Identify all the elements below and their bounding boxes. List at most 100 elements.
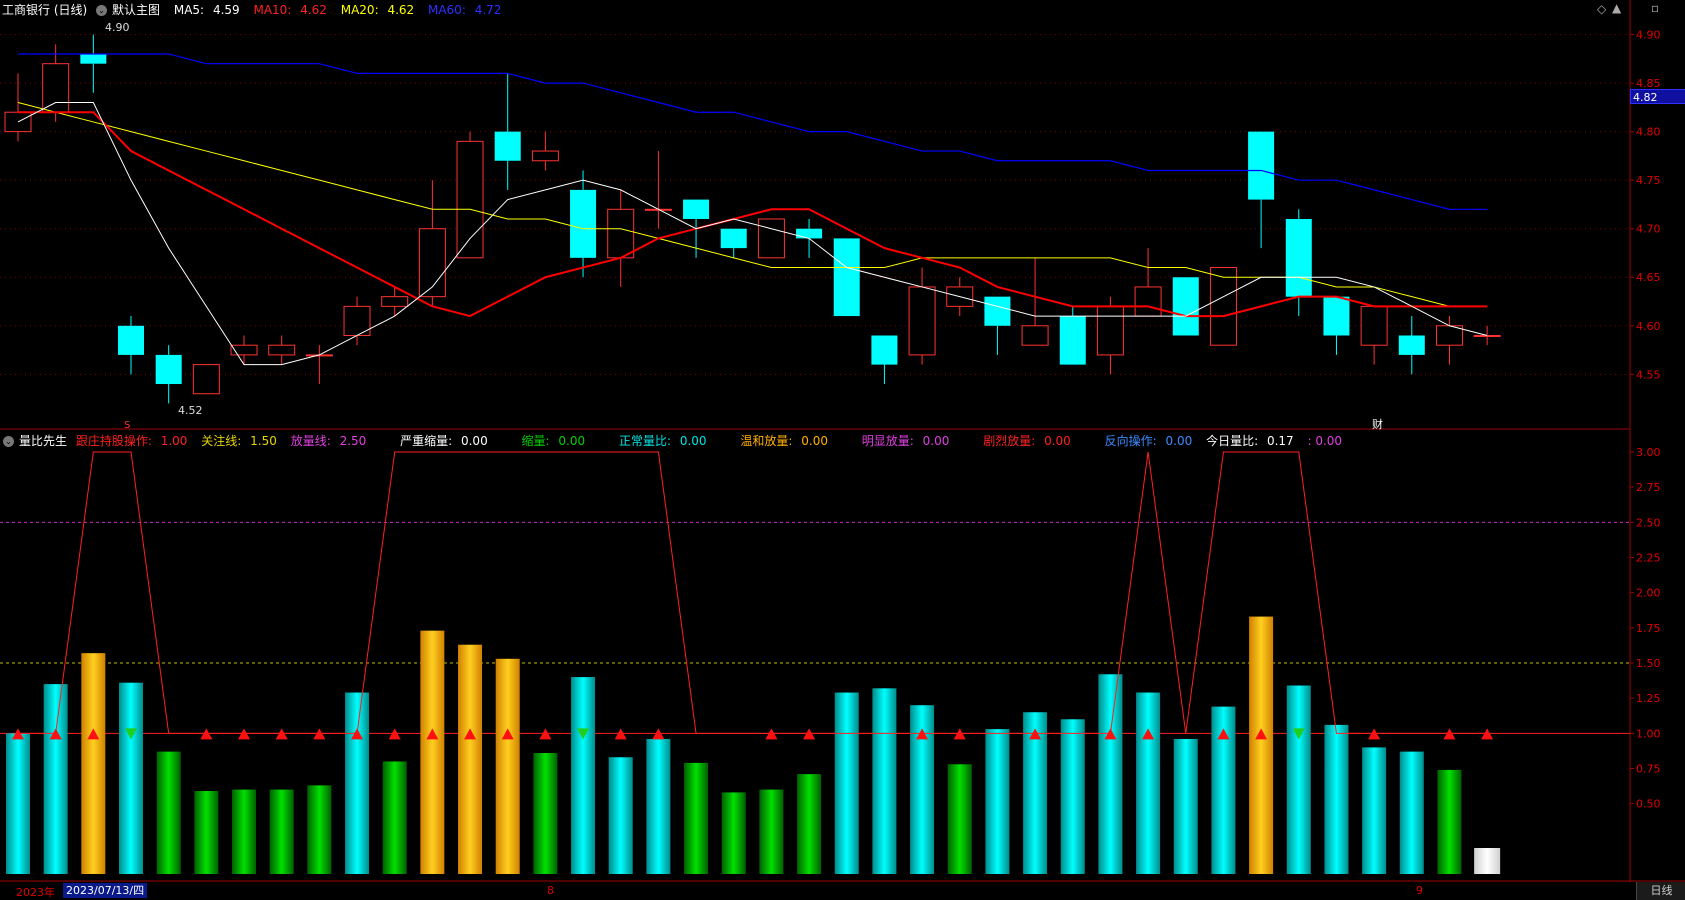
ind-follow-label: 跟庄持股操作: bbox=[75, 434, 152, 448]
indicator-name[interactable]: 量比先生 bbox=[19, 434, 68, 448]
s-event-mark[interactable]: S bbox=[124, 420, 130, 431]
volume-bar bbox=[797, 774, 822, 874]
month-9-label: 9 bbox=[1416, 884, 1423, 897]
down-arrow-mark bbox=[577, 728, 590, 740]
candle-body bbox=[871, 335, 898, 365]
volume-bar bbox=[382, 761, 407, 874]
candle bbox=[570, 170, 597, 278]
candle bbox=[757, 218, 785, 259]
candle bbox=[494, 73, 521, 190]
up-arrow-mark bbox=[238, 728, 251, 740]
candle-body bbox=[456, 140, 484, 259]
candle bbox=[720, 228, 747, 258]
ind-mild: 温和放量: 0.00 bbox=[740, 434, 833, 448]
candle bbox=[683, 199, 710, 258]
candle-body bbox=[4, 111, 32, 133]
ma60-label: MA60: bbox=[427, 3, 466, 17]
volume-bar bbox=[1474, 848, 1501, 874]
diamond-icon[interactable]: ◇ bbox=[1597, 2, 1607, 16]
volume-bar bbox=[194, 791, 219, 874]
date-axis-bar bbox=[0, 882, 1685, 900]
ind-reverse-value: 0.00 bbox=[1165, 434, 1193, 448]
candle bbox=[192, 364, 220, 395]
chevron-down-icon[interactable]: ⌄ bbox=[96, 5, 108, 16]
candle-body bbox=[1323, 296, 1350, 336]
candle-body bbox=[1473, 334, 1501, 337]
candle bbox=[1021, 257, 1049, 346]
volume-bar bbox=[1324, 724, 1349, 874]
candle-body bbox=[1134, 286, 1162, 317]
candle bbox=[531, 131, 559, 171]
volume-bar bbox=[81, 653, 106, 874]
up-arrow-mark bbox=[351, 728, 364, 740]
ind-violent: 剧烈放量: 0.00 bbox=[983, 434, 1076, 448]
up-arrow-mark bbox=[501, 728, 514, 740]
ind-obvious-value: 0.00 bbox=[922, 434, 950, 448]
candle-body bbox=[1172, 277, 1199, 336]
ind-volume-line: 放量线: 2.50 bbox=[291, 434, 372, 448]
volume-bar bbox=[684, 762, 709, 874]
volume-bar bbox=[420, 630, 445, 874]
chevron-down-icon[interactable]: ⌄ bbox=[3, 436, 14, 447]
up-arrow-mark bbox=[916, 728, 929, 740]
candle-body bbox=[984, 296, 1011, 326]
ind-normal-value: 0.00 bbox=[679, 434, 707, 448]
candle bbox=[1209, 267, 1237, 346]
cai-event-mark[interactable]: 财 bbox=[1372, 417, 1383, 431]
stock-title[interactable]: 工商银行 (日线) bbox=[2, 3, 88, 17]
volume-bar bbox=[156, 751, 181, 874]
candle bbox=[268, 335, 296, 365]
main-chart-header: 工商银行 (日线) ⌄ 默认主图 MA5: 4.59 MA10: 4.62 MA2… bbox=[2, 1, 511, 18]
ratio-tick-label: 2.50 bbox=[1636, 516, 1661, 529]
volume-bar bbox=[1399, 751, 1424, 874]
cursor-date: 2023/07/13/四 bbox=[63, 883, 148, 898]
ratio-tick-label: 1.75 bbox=[1636, 622, 1661, 635]
candle-body bbox=[1435, 325, 1463, 346]
ind-reverse-label: 反向操作: bbox=[1104, 434, 1157, 448]
period-tab-daily[interactable]: 日线 bbox=[1636, 882, 1685, 900]
candle bbox=[305, 345, 333, 385]
price-tick-label: 4.90 bbox=[1636, 29, 1661, 42]
template-dropdown[interactable]: ⌄ 默认主图 bbox=[96, 3, 165, 17]
candle-body bbox=[494, 131, 521, 161]
up-arrow-mark bbox=[87, 728, 100, 740]
up-arrow-mark bbox=[539, 728, 552, 740]
ind-obvious: 明显放量: 0.00 bbox=[862, 434, 955, 448]
ind-severe-shrink-label: 严重缩量: bbox=[400, 434, 453, 448]
axis-labels: 4.90 4.85 4.80 4.75 4.70 4.65 4.60 4.55 3.00 2.75… bbox=[1630, 29, 1661, 811]
candle-body bbox=[570, 189, 597, 258]
candle bbox=[1248, 131, 1275, 249]
up-arrow-icon[interactable]: ▲ bbox=[1612, 1, 1622, 15]
high-label: 4.90 bbox=[105, 21, 130, 34]
candle bbox=[644, 151, 672, 229]
price-tick-label: 4.85 bbox=[1636, 77, 1661, 90]
ind-violent-value: 0.00 bbox=[1044, 434, 1071, 448]
ma10-line bbox=[18, 111, 1488, 318]
volume-bar bbox=[1098, 674, 1123, 874]
ma10-label: MA10: bbox=[253, 3, 292, 17]
price-tick-label: 4.80 bbox=[1636, 126, 1661, 139]
volume-bar bbox=[872, 688, 897, 874]
volume-bar bbox=[307, 785, 332, 874]
ind-watch: 关注线: 1.50 bbox=[201, 434, 282, 448]
candle-body bbox=[908, 286, 936, 356]
ind-volume-line-label: 放量线: bbox=[290, 434, 331, 448]
current-price-tag: 4.82 bbox=[1630, 89, 1685, 104]
candle bbox=[1435, 316, 1463, 365]
window-icon[interactable]: ▫ bbox=[1651, 1, 1660, 15]
ma5-readout: MA5: 4.59 bbox=[174, 3, 245, 17]
ma60-value: 4.72 bbox=[474, 3, 502, 17]
candle-body bbox=[1285, 219, 1312, 297]
ind-normal-label: 正常量比: bbox=[618, 434, 671, 448]
candle-body bbox=[607, 208, 635, 259]
up-arrow-mark bbox=[200, 728, 213, 740]
ind-follow-value: 1.00 bbox=[160, 434, 188, 448]
candle-body bbox=[42, 63, 70, 113]
up-arrow-mark bbox=[1029, 728, 1042, 740]
ind-shrink: 缩量: 0.00 bbox=[522, 434, 591, 448]
template-label[interactable]: 默认主图 bbox=[112, 3, 161, 17]
candle bbox=[871, 335, 898, 385]
volume-bar bbox=[6, 733, 30, 874]
up-arrow-mark bbox=[464, 728, 477, 740]
